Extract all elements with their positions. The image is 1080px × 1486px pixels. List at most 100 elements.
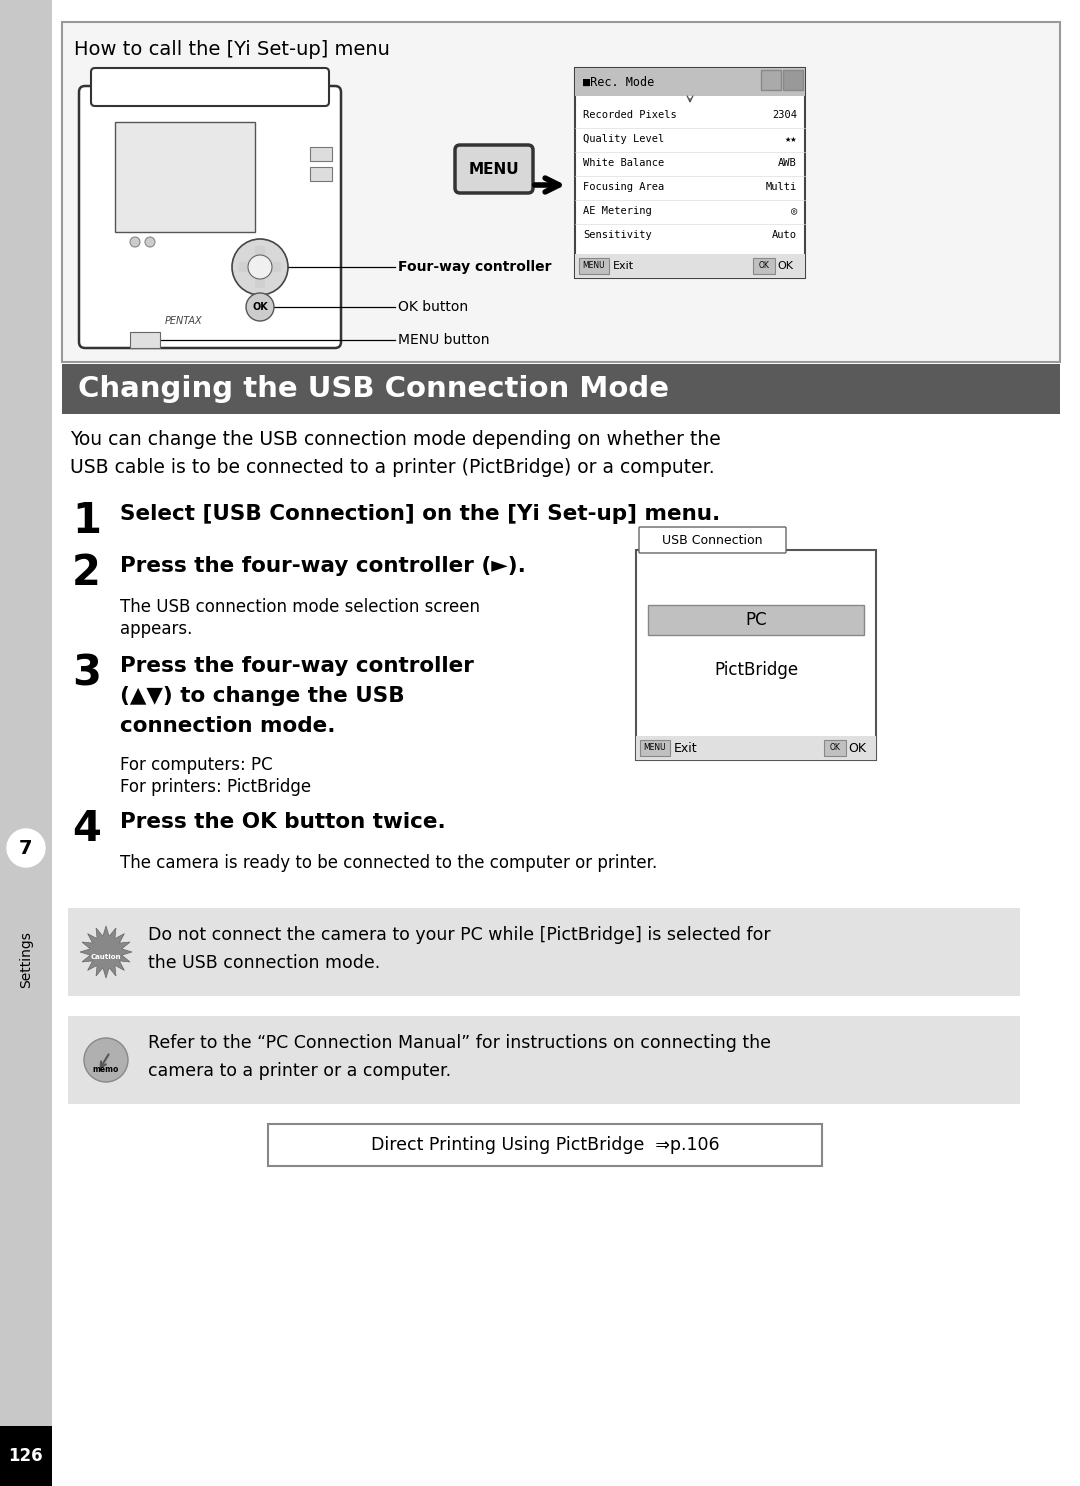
Bar — [62, 22, 1059, 363]
Bar — [62, 364, 1059, 415]
Text: 7: 7 — [19, 838, 32, 857]
Text: 4: 4 — [72, 808, 100, 850]
Text: OK: OK — [848, 742, 866, 755]
Text: The USB connection mode selection screen: The USB connection mode selection screen — [120, 597, 480, 617]
Bar — [575, 68, 805, 278]
Circle shape — [6, 829, 45, 866]
Text: Select [USB Connection] on the [Yi Set-up] menu.: Select [USB Connection] on the [Yi Set-u… — [120, 504, 720, 525]
Text: ...: ... — [100, 100, 111, 108]
Text: PictBridge: PictBridge — [714, 661, 798, 679]
Text: camera to a printer or a computer.: camera to a printer or a computer. — [148, 1062, 451, 1080]
Bar — [239, 262, 249, 272]
Circle shape — [248, 256, 272, 279]
Bar — [579, 259, 609, 273]
Text: OK: OK — [252, 302, 268, 312]
Bar — [0, 0, 52, 1486]
Text: How to call the [Yi Set-up] menu: How to call the [Yi Set-up] menu — [75, 40, 390, 59]
Bar — [68, 1016, 1020, 1104]
Text: OK: OK — [777, 262, 793, 270]
Text: Press the four-way controller: Press the four-way controller — [120, 655, 474, 676]
Text: You can change the USB connection mode depending on whether the: You can change the USB connection mode d… — [70, 429, 720, 449]
Text: the USB connection mode.: the USB connection mode. — [148, 954, 380, 972]
Text: 126: 126 — [9, 1447, 43, 1465]
Text: USB Connection: USB Connection — [662, 533, 762, 547]
Text: White Balance: White Balance — [583, 158, 664, 168]
Text: Exit: Exit — [613, 262, 634, 270]
Text: PENTAX: PENTAX — [165, 317, 203, 325]
Bar — [268, 1123, 822, 1167]
FancyBboxPatch shape — [455, 146, 534, 193]
Text: Settings: Settings — [19, 932, 33, 988]
Text: Focusing Area: Focusing Area — [583, 181, 664, 192]
Circle shape — [232, 239, 288, 296]
Circle shape — [130, 236, 140, 247]
Bar — [114, 122, 255, 232]
Text: For computers: PC: For computers: PC — [120, 756, 272, 774]
Text: Press the four-way controller (►).: Press the four-way controller (►). — [120, 556, 526, 577]
Text: connection mode.: connection mode. — [120, 716, 336, 736]
Text: OK: OK — [829, 743, 840, 752]
Text: USB cable is to be connected to a printer (PictBridge) or a computer.: USB cable is to be connected to a printe… — [70, 458, 715, 477]
Text: Changing the USB Connection Mode: Changing the USB Connection Mode — [78, 374, 669, 403]
FancyBboxPatch shape — [79, 86, 341, 348]
Text: ★★: ★★ — [784, 134, 797, 144]
Text: Direct Printing Using PictBridge  ⇒p.106: Direct Printing Using PictBridge ⇒p.106 — [370, 1135, 719, 1155]
Text: Caution: Caution — [91, 954, 121, 960]
Text: 2: 2 — [72, 551, 100, 594]
Text: OK button: OK button — [399, 300, 468, 314]
Text: PC: PC — [745, 611, 767, 629]
Bar — [783, 70, 804, 91]
Text: Auto: Auto — [772, 230, 797, 241]
Bar — [575, 68, 805, 97]
Text: 3: 3 — [72, 652, 102, 694]
Text: appears.: appears. — [120, 620, 192, 637]
Text: Refer to the “PC Connection Manual” for instructions on connecting the: Refer to the “PC Connection Manual” for … — [148, 1034, 771, 1052]
Text: AWB: AWB — [779, 158, 797, 168]
Bar — [255, 247, 265, 256]
Polygon shape — [80, 926, 132, 978]
Bar — [0, 0, 42, 1486]
Bar — [753, 259, 775, 273]
Text: AE Metering: AE Metering — [583, 207, 651, 215]
Text: Sensitivity: Sensitivity — [583, 230, 651, 241]
Text: Press the OK button twice.: Press the OK button twice. — [120, 811, 446, 832]
Bar — [130, 331, 160, 348]
Text: The camera is ready to be connected to the computer or printer.: The camera is ready to be connected to t… — [120, 854, 658, 872]
Bar — [640, 740, 670, 756]
Text: memo: memo — [93, 1065, 119, 1074]
Bar — [68, 908, 1020, 996]
Text: ■Rec. Mode: ■Rec. Mode — [583, 76, 654, 89]
Bar — [255, 278, 265, 288]
Text: Quality Level: Quality Level — [583, 134, 664, 144]
Bar — [824, 740, 846, 756]
Text: 1: 1 — [72, 499, 102, 542]
Text: Multi: Multi — [766, 181, 797, 192]
Text: 2304: 2304 — [772, 110, 797, 120]
Text: Four-way controller: Four-way controller — [399, 260, 552, 273]
Text: OK: OK — [758, 262, 769, 270]
Bar — [648, 605, 864, 635]
Bar — [761, 70, 781, 91]
Bar — [310, 166, 332, 181]
Text: (▲▼) to change the USB: (▲▼) to change the USB — [120, 687, 405, 706]
FancyBboxPatch shape — [91, 68, 329, 106]
Circle shape — [84, 1039, 129, 1082]
Bar — [636, 736, 876, 759]
Circle shape — [145, 236, 156, 247]
Text: MENU button: MENU button — [399, 333, 489, 348]
Text: MENU: MENU — [469, 162, 519, 177]
Text: MENU: MENU — [583, 262, 605, 270]
Text: Exit: Exit — [674, 742, 698, 755]
Text: Recorded Pixels: Recorded Pixels — [583, 110, 677, 120]
Bar — [310, 147, 332, 160]
Circle shape — [246, 293, 274, 321]
Text: For printers: PictBridge: For printers: PictBridge — [120, 779, 311, 796]
Bar — [636, 550, 876, 759]
Bar — [575, 254, 805, 278]
Bar — [271, 262, 281, 272]
Bar — [0, 0, 52, 1486]
Text: ◎: ◎ — [791, 207, 797, 215]
Bar — [0, 1427, 52, 1486]
FancyBboxPatch shape — [639, 528, 786, 553]
Text: Do not connect the camera to your PC while [PictBridge] is selected for: Do not connect the camera to your PC whi… — [148, 926, 771, 944]
